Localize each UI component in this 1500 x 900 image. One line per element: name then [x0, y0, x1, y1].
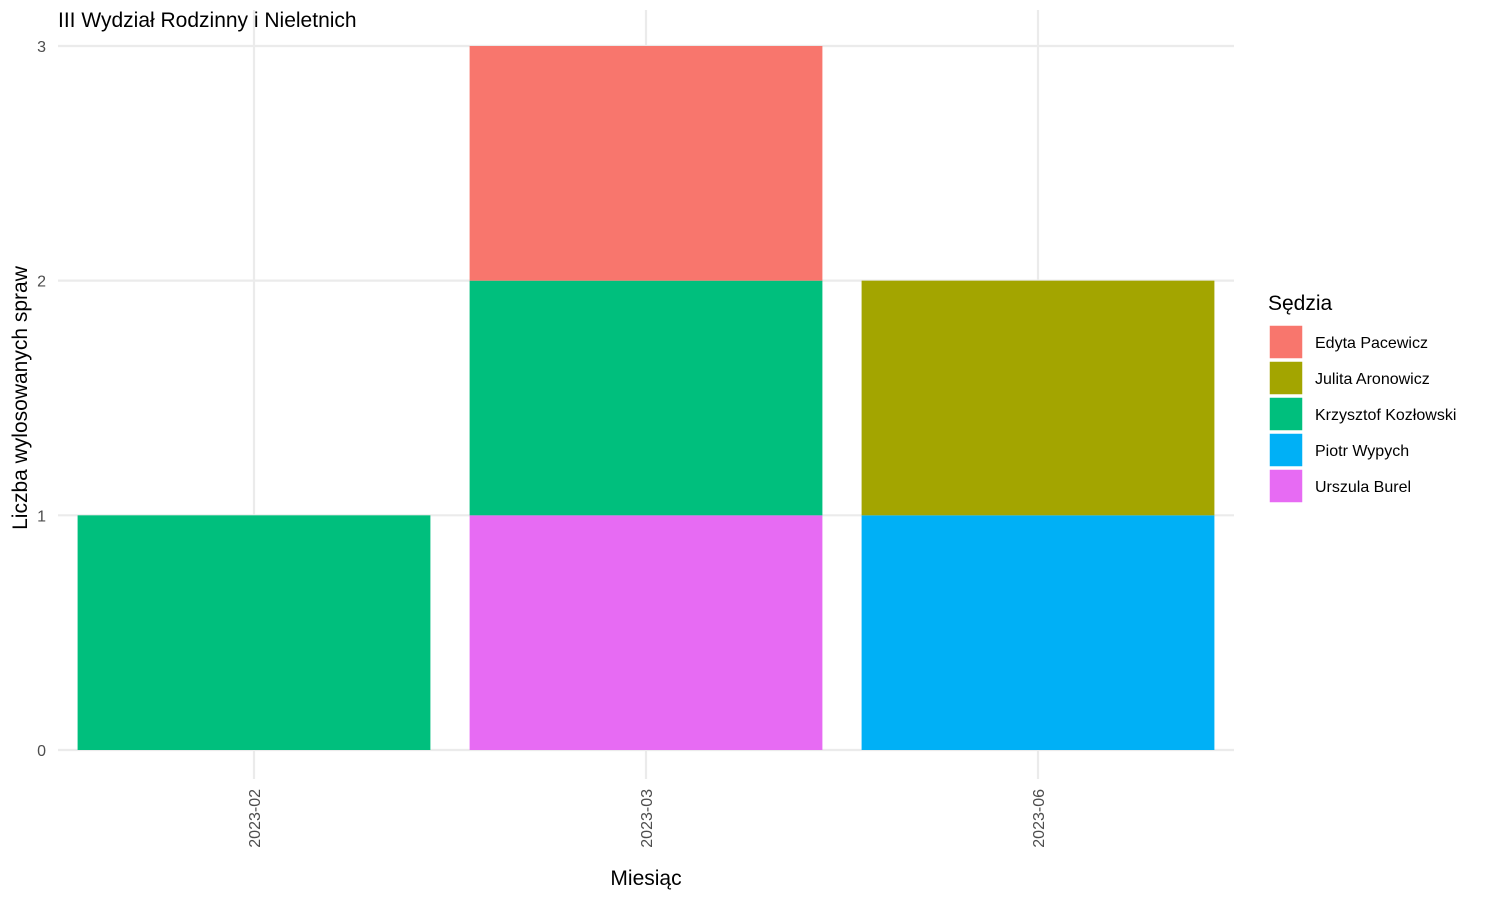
legend-swatch	[1268, 432, 1304, 468]
y-tick-label: 3	[37, 39, 46, 56]
x-tick-label: 2023-02	[247, 789, 264, 848]
y-tick-label: 1	[37, 508, 46, 525]
bar-segment	[861, 280, 1215, 516]
legend-label: Edyta Pacewicz	[1315, 335, 1428, 352]
chart-title: III Wydział Rodzinny i Nieletnich	[58, 9, 357, 32]
legend-label: Piotr Wypych	[1315, 443, 1409, 460]
legend-swatch	[1268, 396, 1304, 432]
legend-label: Urszula Burel	[1315, 479, 1411, 496]
legend-swatch	[1268, 468, 1304, 504]
legend: Sędzia Edyta Pacewicz Julita Aronowicz Krz…	[1268, 292, 1456, 504]
bar-segment	[469, 515, 823, 750]
y-axis-title: Liczba wylosowanych spraw	[9, 265, 32, 530]
x-axis-title: Miesiąc	[610, 867, 681, 890]
x-tick-label: 2023-06	[1031, 789, 1048, 848]
y-tick-label: 2	[37, 274, 46, 291]
bar-segment	[469, 280, 823, 516]
y-tick-label: 0	[37, 743, 46, 760]
bar-segment	[77, 515, 431, 750]
bars	[77, 45, 1215, 750]
x-tick-label: 2023-03	[639, 789, 656, 848]
x-tick-labels: 2023-02 2023-03 2023-06	[247, 789, 1048, 848]
y-tick-labels: 0 1 2 3	[37, 39, 46, 760]
legend-items: Edyta Pacewicz Julita Aronowicz Krzysztof …	[1268, 324, 1456, 504]
bar-segment	[469, 45, 823, 281]
legend-label: Krzysztof Kozłowski	[1315, 407, 1456, 424]
legend-swatch	[1268, 360, 1304, 396]
bar-segment	[861, 515, 1215, 750]
legend-label: Julita Aronowicz	[1315, 371, 1430, 388]
legend-title: Sędzia	[1268, 292, 1333, 315]
legend-swatch	[1268, 324, 1304, 360]
